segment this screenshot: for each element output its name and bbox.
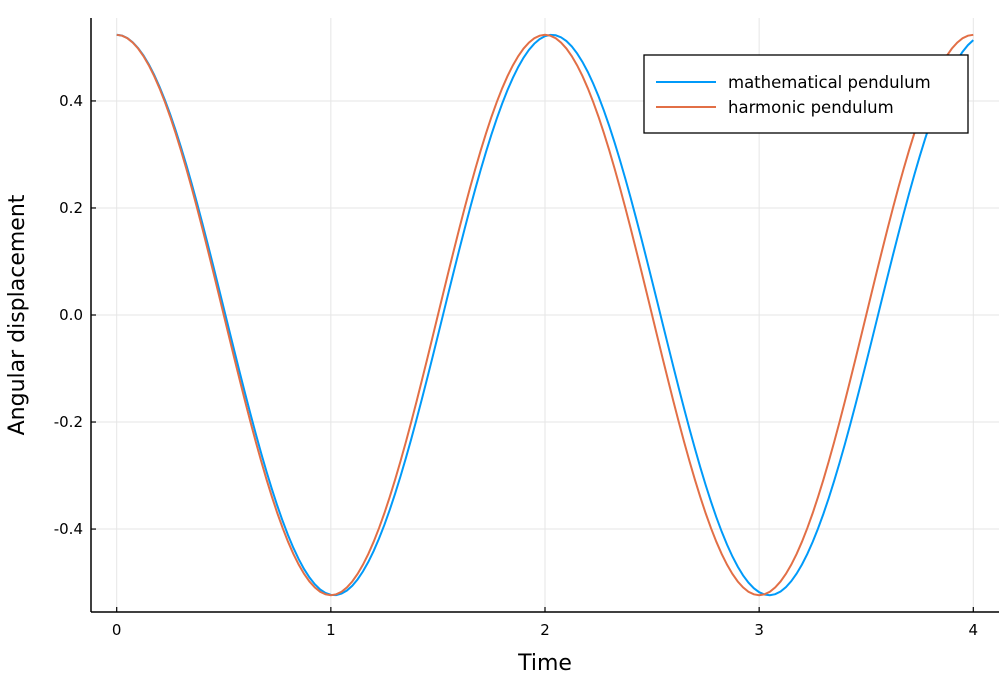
y-tick-label: 0.0 <box>59 306 83 324</box>
series-layer <box>116 33 974 597</box>
x-tick-label: 3 <box>754 621 764 639</box>
series-line-mathematical <box>116 33 974 597</box>
x-axis-label: Time <box>517 651 572 676</box>
x-tick-label: 0 <box>112 621 122 639</box>
x-tick-label: 4 <box>969 621 979 639</box>
series-line-harmonic <box>116 33 974 597</box>
y-tick-label: 0.4 <box>59 92 83 110</box>
y-tick-label: -0.2 <box>54 413 83 431</box>
legend-box <box>643 54 969 134</box>
legend: mathematical pendulum harmonic pendulum <box>643 54 969 134</box>
y-axis-label: Angular displacement <box>5 194 30 435</box>
legend-label-harmonic: harmonic pendulum <box>728 98 894 117</box>
y-tick-label: 0.2 <box>59 199 83 217</box>
y-tick-label: -0.4 <box>54 520 83 538</box>
x-tick-label: 1 <box>326 621 336 639</box>
x-tick-label: 2 <box>540 621 550 639</box>
legend-label-mathematical: mathematical pendulum <box>728 73 931 92</box>
tick-labels: 0 1 2 3 4 -0.4 -0.2 0.0 0.2 0.4 <box>54 92 978 639</box>
